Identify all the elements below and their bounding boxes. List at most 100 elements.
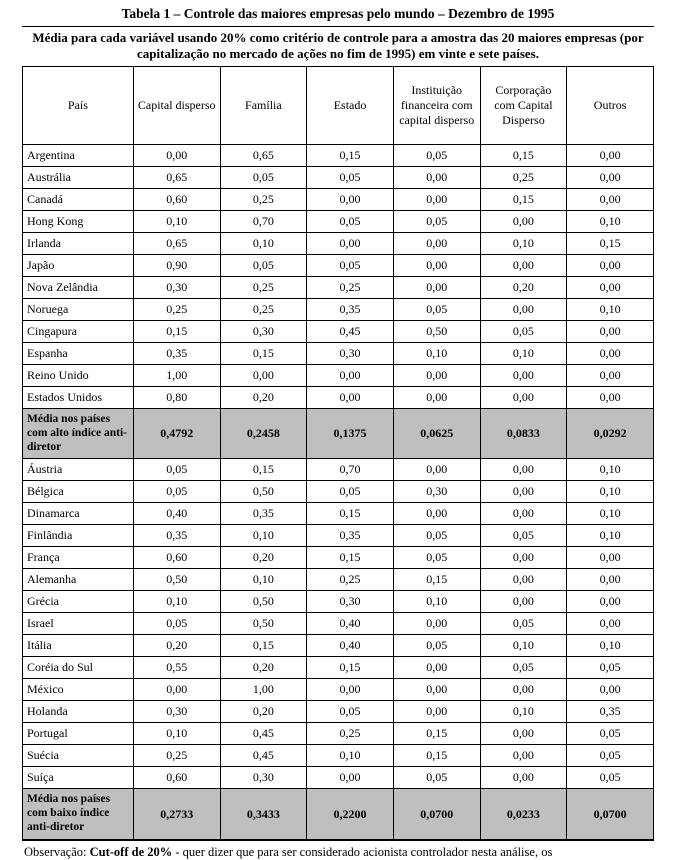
obs-bold: Cut-off de 20%: [90, 845, 173, 859]
country-cell: Alemanha: [23, 569, 134, 591]
value-cell: 0,05: [393, 299, 480, 321]
value-cell: 0,25: [480, 167, 567, 189]
value-cell: 0,10: [567, 459, 654, 481]
value-cell: 0,20: [220, 701, 307, 723]
value-cell: 0,30: [307, 591, 394, 613]
country-cell: Coréia do Sul: [23, 657, 134, 679]
value-cell: 0,45: [307, 321, 394, 343]
table-row: Irlanda0,650,100,000,000,100,15: [23, 233, 654, 255]
value-cell: 0,20: [220, 547, 307, 569]
country-cell: Estados Unidos: [23, 387, 134, 409]
value-cell: 0,35: [133, 525, 220, 547]
value-cell: 0,00: [480, 503, 567, 525]
value-cell: 0,00: [567, 321, 654, 343]
value-cell: 0,00: [567, 255, 654, 277]
value-cell: 0,05: [567, 745, 654, 767]
table-body: Argentina0,000,650,150,050,150,00Austrál…: [23, 145, 654, 840]
value-cell: 0,00: [307, 233, 394, 255]
value-cell: 0,00: [307, 767, 394, 789]
value-cell: 0,05: [567, 767, 654, 789]
table-row: Israel0,050,500,400,000,050,00: [23, 613, 654, 635]
summary-row: Média nos países com baixo índice anti-d…: [23, 789, 654, 839]
value-cell: 0,00: [393, 167, 480, 189]
value-cell: 0,35: [307, 299, 394, 321]
value-cell: 0,10: [567, 299, 654, 321]
table-row: Alemanha0,500,100,250,150,000,00: [23, 569, 654, 591]
value-cell: 0,05: [393, 211, 480, 233]
value-cell: 0,10: [480, 233, 567, 255]
value-cell: 0,05: [480, 613, 567, 635]
value-cell: 0,2733: [133, 789, 220, 839]
table-header-row: País Capital disperso Família Estado Ins…: [23, 67, 654, 145]
table-row: Bélgica0,050,500,050,300,000,10: [23, 481, 654, 503]
value-cell: 0,50: [133, 569, 220, 591]
value-cell: 0,10: [393, 591, 480, 613]
country-cell: Nova Zelândia: [23, 277, 134, 299]
value-cell: 0,2458: [220, 409, 307, 459]
value-cell: 0,25: [220, 277, 307, 299]
value-cell: 0,05: [307, 167, 394, 189]
value-cell: 0,25: [220, 189, 307, 211]
value-cell: 0,05: [220, 255, 307, 277]
value-cell: 0,00: [567, 189, 654, 211]
value-cell: 0,0700: [393, 789, 480, 839]
value-cell: 0,00: [393, 503, 480, 525]
value-cell: 0,15: [220, 635, 307, 657]
value-cell: 0,30: [220, 767, 307, 789]
value-cell: 0,00: [480, 481, 567, 503]
value-cell: 0,00: [480, 569, 567, 591]
value-cell: 0,30: [393, 481, 480, 503]
value-cell: 0,00: [133, 145, 220, 167]
country-cell: Áustria: [23, 459, 134, 481]
value-cell: 0,05: [220, 167, 307, 189]
country-cell: Espanha: [23, 343, 134, 365]
table-row: Noruega0,250,250,350,050,000,10: [23, 299, 654, 321]
country-cell: Reino Unido: [23, 365, 134, 387]
value-cell: 0,00: [393, 613, 480, 635]
value-cell: 0,00: [220, 365, 307, 387]
country-cell: Japão: [23, 255, 134, 277]
table-row: Canadá0,600,250,000,000,150,00: [23, 189, 654, 211]
table-row: Espanha0,350,150,300,100,100,00: [23, 343, 654, 365]
value-cell: 0,10: [567, 211, 654, 233]
value-cell: 0,00: [480, 211, 567, 233]
country-cell: Cingapura: [23, 321, 134, 343]
value-cell: 0,05: [567, 723, 654, 745]
value-cell: 0,00: [480, 723, 567, 745]
value-cell: 0,00: [393, 255, 480, 277]
value-cell: 0,15: [480, 189, 567, 211]
value-cell: 0,10: [567, 525, 654, 547]
value-cell: 0,00: [567, 387, 654, 409]
value-cell: 0,40: [133, 503, 220, 525]
value-cell: 0,10: [133, 211, 220, 233]
table-row: Áustria0,050,150,700,000,000,10: [23, 459, 654, 481]
col-header: Outros: [567, 67, 654, 145]
col-header: Corporação com Capital Disperso: [480, 67, 567, 145]
value-cell: 0,00: [307, 679, 394, 701]
table-row: Holanda0,300,200,050,000,100,35: [23, 701, 654, 723]
col-header: Família: [220, 67, 307, 145]
value-cell: 0,00: [393, 387, 480, 409]
value-cell: 0,00: [393, 679, 480, 701]
table-row: Estados Unidos0,800,200,000,000,000,00: [23, 387, 654, 409]
value-cell: 0,05: [480, 321, 567, 343]
value-cell: 1,00: [133, 365, 220, 387]
table-row: Japão0,900,050,050,000,000,00: [23, 255, 654, 277]
value-cell: 0,05: [480, 657, 567, 679]
country-cell: México: [23, 679, 134, 701]
country-cell: Hong Kong: [23, 211, 134, 233]
value-cell: 0,00: [480, 547, 567, 569]
value-cell: 0,00: [393, 459, 480, 481]
value-cell: 0,00: [307, 189, 394, 211]
value-cell: 0,10: [220, 525, 307, 547]
value-cell: 0,00: [567, 569, 654, 591]
value-cell: 0,25: [307, 277, 394, 299]
value-cell: 0,15: [480, 145, 567, 167]
value-cell: 0,00: [567, 277, 654, 299]
country-cell: Suíça: [23, 767, 134, 789]
country-cell: Holanda: [23, 701, 134, 723]
value-cell: 0,00: [567, 547, 654, 569]
value-cell: 0,00: [480, 299, 567, 321]
value-cell: 0,05: [307, 701, 394, 723]
value-cell: 0,90: [133, 255, 220, 277]
